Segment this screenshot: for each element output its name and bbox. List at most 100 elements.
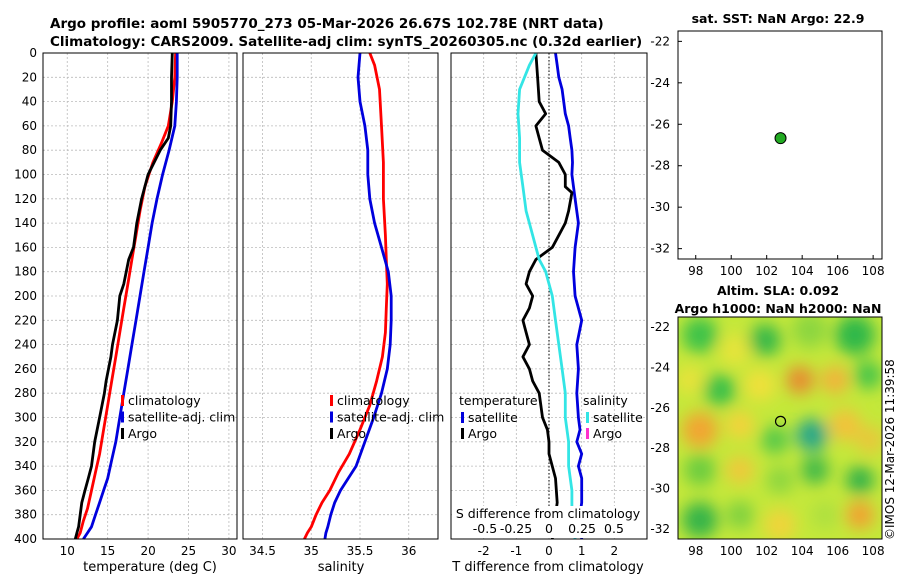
difference-xlabel: T difference from climatology (451, 560, 644, 575)
x-tick-label: 35 (304, 544, 319, 558)
s-diff-label: S difference from climatology (456, 506, 641, 521)
legend-salinity-title: salinity (583, 393, 628, 408)
salinity-panel: 34.5 35 35.5 36 climatology satellite-adj. cl… (242, 52, 444, 558)
x-tick-label: 1 (578, 544, 586, 558)
map-x-tick-label: 108 (862, 544, 885, 558)
axes-frame (42, 52, 238, 540)
s-axis-backdrop (452, 506, 646, 538)
sla-patch (726, 501, 754, 529)
map-x-tick-label: 98 (688, 264, 703, 278)
legend-swatch (121, 411, 124, 423)
sla-patch (749, 324, 781, 356)
x-tick-label: 34.5 (249, 544, 276, 558)
sst-map-frame (677, 30, 883, 260)
x-tick-label: 30 (221, 544, 236, 558)
sla-patch (744, 369, 776, 401)
legend-label: Argo (337, 426, 366, 441)
sla-map-panel: 98 100 102 104 106 108 -22 -24 -26 -28 -30 -32 (650, 316, 885, 558)
legend-label: climatology (128, 393, 201, 408)
legend-label: Argo (593, 426, 622, 441)
sla-patch (726, 411, 754, 439)
s-tick-label: -0.5 (473, 521, 497, 536)
map-x-tick-label: 104 (791, 544, 814, 558)
x-tick-label: 2 (611, 544, 619, 558)
y-tick-label: 100 (14, 168, 37, 182)
sla-patch (811, 501, 839, 529)
series-line-satellite-adj-clim (323, 52, 393, 540)
series-line-climatology (303, 52, 389, 540)
sla-patch (682, 317, 718, 353)
legend-swatch (461, 428, 464, 439)
s-tick-label: 0 (545, 521, 553, 536)
series-line-t-satellite (554, 52, 584, 540)
series-line-s-satellite (516, 52, 577, 540)
map-x-tick-label: 106 (826, 544, 849, 558)
y-tick-label: 160 (14, 240, 37, 254)
y-tick-label: 120 (14, 192, 37, 206)
sla-patch (821, 366, 849, 394)
map-x-tick-label: 102 (755, 264, 778, 278)
sla-patch (764, 509, 796, 539)
legend-label: satellite-adj. clim (337, 410, 444, 425)
map-y-tick-label: -30 (650, 482, 670, 496)
map-y-tick-label: -28 (650, 441, 670, 455)
y-tick-label: 220 (14, 313, 37, 327)
sla-patch (761, 426, 789, 454)
y-tick-label: 20 (22, 70, 37, 84)
sla-patch (726, 456, 754, 484)
legend-label: satellite (593, 410, 643, 425)
y-tick-label: 280 (14, 386, 37, 400)
map-y-tick-label: -28 (650, 159, 670, 173)
sla-patch (829, 409, 861, 441)
y-tick-label: 240 (14, 338, 37, 352)
map-x-tick-label: 102 (755, 544, 778, 558)
legend-swatch (121, 395, 124, 406)
map-x-tick-label: 100 (720, 264, 743, 278)
legend-swatch (461, 412, 464, 423)
x-tick-label: 10 (60, 544, 75, 558)
map-x-tick-label: 100 (720, 544, 743, 558)
temperature-xlabel: temperature (deg C) (83, 560, 217, 575)
legend-label: Argo (128, 426, 157, 441)
sla-patch (854, 361, 882, 389)
y-tick-label: 340 (14, 459, 37, 473)
legend-label: satellite-adj. clim (128, 410, 235, 425)
temperature-panel: 10 15 20 25 30020406080100120140160180200220… (14, 46, 238, 558)
sla-patch (796, 419, 828, 451)
sla-patch (719, 334, 751, 366)
map-y-tick-label: -30 (650, 200, 670, 214)
sla-field (678, 317, 882, 539)
s-tick-label: -0.25 (500, 521, 532, 536)
sla-patch (678, 366, 704, 394)
y-tick-label: 60 (22, 119, 37, 133)
x-tick-label: 36 (401, 544, 416, 558)
legend-label: satellite (468, 410, 518, 425)
map-y-tick-label: -22 (650, 320, 670, 334)
argo-location-marker (774, 132, 787, 145)
sla-patch (792, 317, 828, 348)
map-y-tick-label: -32 (650, 522, 670, 536)
sla-patch (786, 366, 814, 394)
legend-swatch (586, 428, 589, 439)
legend-label: Argo (468, 426, 497, 441)
sla-patch (766, 466, 794, 494)
x-tick-label: 35.5 (347, 544, 374, 558)
legend-swatch (330, 411, 333, 423)
sla-patch (856, 426, 882, 454)
sla-patch (684, 454, 716, 486)
legend-label: climatology (337, 393, 410, 408)
x-tick-label: 15 (100, 544, 115, 558)
sst-map-title: sat. SST: NaN Argo: 22.9 (692, 11, 865, 26)
axes-frame (242, 52, 439, 540)
sla-map-title-1: Altim. SLA: 0.092 (717, 283, 839, 298)
legend-swatch (586, 412, 589, 423)
s-tick-label: 0.5 (604, 521, 624, 536)
x-tick-label: 20 (140, 544, 155, 558)
sla-patch (801, 456, 829, 484)
map-x-tick-label: 108 (862, 264, 885, 278)
map-y-tick-label: -22 (650, 34, 670, 48)
legend-swatch (330, 395, 333, 406)
sla-patch (846, 466, 874, 494)
map-y-tick-label: -26 (650, 117, 670, 131)
